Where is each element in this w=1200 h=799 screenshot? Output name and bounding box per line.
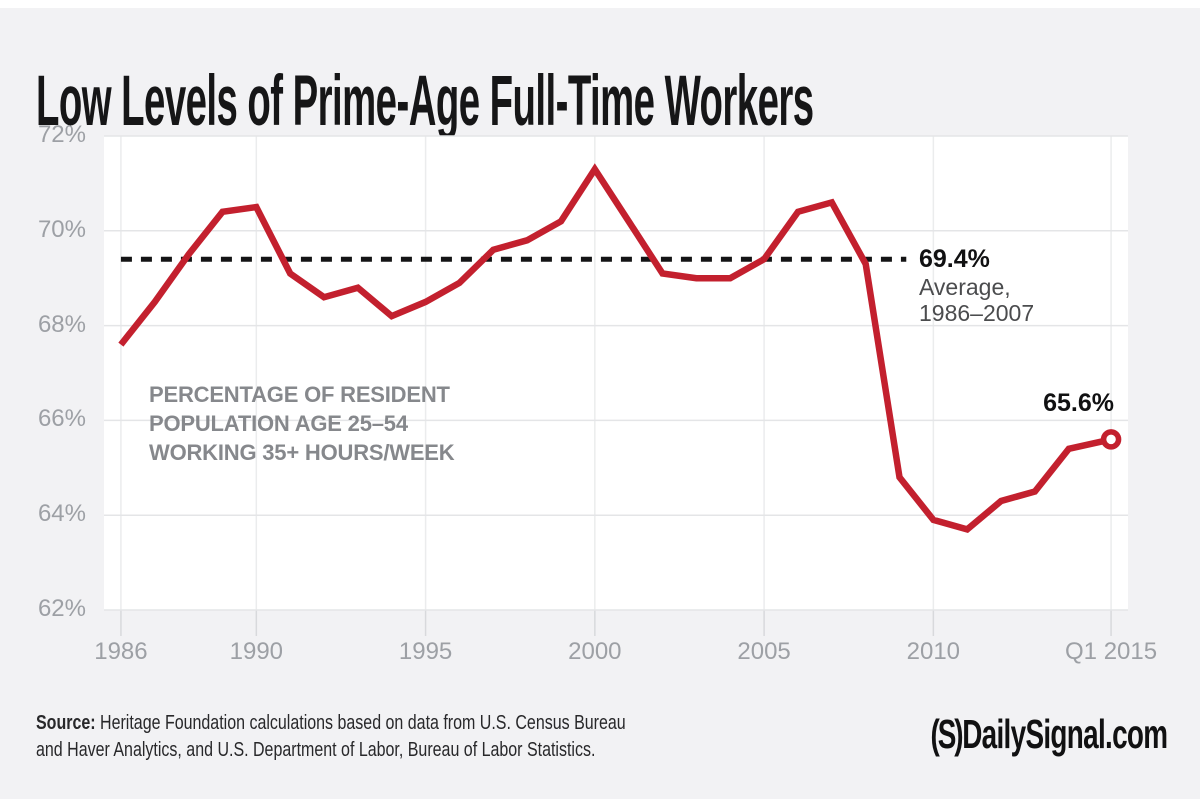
plot-background [104,136,1128,610]
source-text-1: Heritage Foundation calculations based o… [95,712,626,734]
caption-line-2: POPULATION AGE 25–54 [149,411,408,436]
average-annotation: 69.4% Average, 1986–2007 [919,244,1034,326]
x-axis-tick-label: 1986 [94,638,148,665]
average-range-line: 1986–2007 [919,300,1035,326]
x-axis-tick-label: Q1 2015 [1065,638,1158,665]
y-axis-tick-label: 66% [37,405,86,433]
x-axis-tick-label: 1990 [229,638,284,665]
y-axis-tick-label: 72% [37,121,86,148]
source-note: Source: Heritage Foundation calculations… [36,710,626,764]
x-axis-tick-label: 2000 [568,638,622,665]
latest-value-label: 65.6% [1043,389,1114,417]
signal-s-icon: (S) [930,711,963,757]
series-caption: PERCENTAGE OF RESIDENT POPULATION AGE 25… [149,380,455,467]
source-line-2: and Haver Analytics, and U.S. Department… [36,739,596,761]
x-axis-tick-label: 1995 [398,638,453,665]
x-axis-tick-label: 2005 [737,638,791,665]
top-border-strip [0,0,1200,8]
y-axis-tick-label: 64% [37,500,86,528]
caption-line-3: WORKING 35+ HOURS/WEEK [149,440,455,465]
end-point-marker [1100,429,1122,450]
average-text-line: Average, [919,274,1011,300]
source-line-1: Source: Heritage Foundation calculations… [36,710,626,737]
average-value-label: 69.4% [919,245,990,273]
x-axis-tick-label: 2010 [906,638,961,665]
y-axis-tick-label: 62% [37,595,86,622]
y-axis-tick-label: 70% [37,215,86,243]
data-line [118,163,1112,533]
logo-wordmark: DailySignal.com [961,711,1168,757]
y-axis-tick-label: 68% [37,310,86,338]
source-label: Source: [36,712,96,734]
chart-title: Low Levels of Prime-Age Full-Time Worker… [36,61,814,141]
caption-line-1: PERCENTAGE OF RESIDENT [149,382,450,407]
daily-signal-logo: (S)DailySignal.com [930,711,1168,758]
